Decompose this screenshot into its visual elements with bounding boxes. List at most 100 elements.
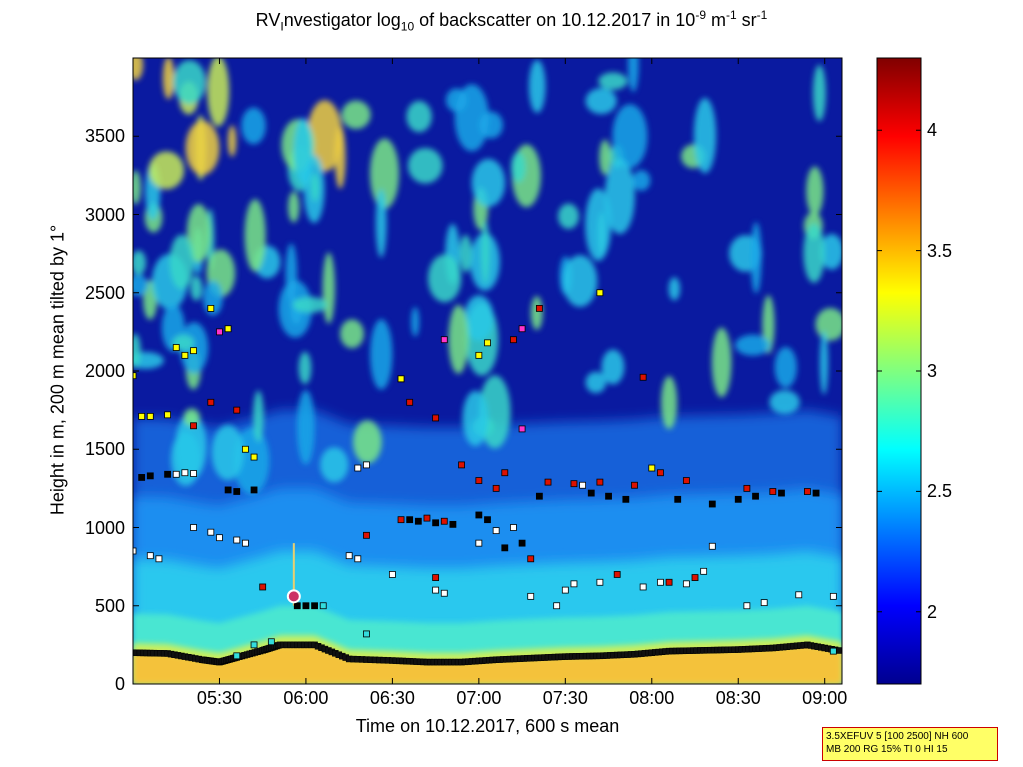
x-tick-label: 07:00 — [456, 688, 502, 708]
layer-marker — [423, 514, 431, 522]
aerosol-patch — [407, 147, 443, 184]
aerosol-patch — [183, 408, 201, 427]
layer-marker — [207, 304, 215, 312]
aerosol-patch — [307, 100, 343, 172]
aerosol-patch — [604, 158, 635, 235]
layer-marker — [181, 469, 189, 477]
aerosol-patch — [598, 72, 628, 90]
layer-marker — [484, 516, 491, 524]
aerosol-patch — [320, 447, 349, 483]
layer-marker — [475, 539, 483, 547]
aerosol-patch — [815, 308, 842, 341]
layer-marker — [233, 652, 241, 660]
y-tick-label: 1000 — [84, 517, 125, 538]
layer-marker — [518, 325, 526, 333]
aerosol-patch — [148, 151, 185, 190]
layer-marker — [492, 527, 500, 535]
aerosol-patch — [253, 390, 264, 442]
layer-marker — [829, 592, 837, 600]
layer-marker — [829, 647, 837, 655]
aerosol-patch — [459, 234, 472, 273]
aerosol-patch — [133, 333, 141, 369]
layer-marker — [501, 544, 509, 552]
layer-marker — [432, 519, 440, 527]
layer-marker — [682, 580, 690, 588]
layer-marker — [440, 336, 448, 344]
layer-marker — [302, 602, 310, 610]
aerosol-patch — [322, 252, 335, 324]
layer-marker — [674, 495, 682, 503]
layer-marker — [190, 347, 197, 355]
x-axis-label: Time on 10.12.2017, 600 s mean — [355, 716, 620, 736]
layer-marker — [250, 453, 258, 461]
layer-marker — [440, 589, 448, 597]
layer-marker — [778, 489, 785, 497]
layer-marker — [354, 555, 362, 563]
layer-marker — [527, 555, 535, 563]
layer-marker — [544, 478, 552, 486]
x-tick-label: 08:00 — [629, 688, 675, 708]
layer-marker — [769, 488, 777, 495]
layer-marker — [224, 486, 232, 494]
aerosol-patch — [481, 221, 490, 285]
colorbar — [876, 57, 922, 685]
info-line-2: MB 200 RG 15% TI 0 HI 15 — [826, 744, 948, 755]
aerosol-patch — [803, 223, 825, 283]
backscatter-heatmap — [133, 58, 842, 684]
aerosol-patches — [133, 58, 842, 495]
aerosol-patch — [133, 274, 149, 296]
layer-marker — [795, 591, 803, 599]
layer-marker — [267, 638, 275, 646]
aerosol-patch — [185, 120, 220, 176]
layer-marker — [596, 578, 604, 586]
aerosol-patch — [133, 58, 144, 81]
aerosol-patch — [190, 275, 203, 301]
layer-marker — [207, 528, 215, 536]
colorbar-tick-label: 2 — [927, 601, 938, 622]
layer-marker — [570, 580, 578, 588]
layer-marker — [363, 461, 370, 469]
layer-marker — [579, 481, 587, 489]
layer-marker — [432, 586, 440, 594]
layer-marker — [319, 602, 327, 610]
aerosol-patch — [340, 319, 364, 349]
aerosol-patch — [244, 199, 266, 272]
info-line-1: 3.5XEFUV 5 [100 2500] NH 600 — [826, 731, 969, 742]
aerosol-patch — [612, 104, 648, 169]
layer-marker — [259, 583, 267, 591]
layer-marker — [518, 425, 526, 433]
layer-marker — [233, 406, 241, 414]
aerosol-patch — [774, 346, 797, 388]
layer-marker — [760, 599, 768, 607]
aerosol-patch — [292, 296, 328, 313]
aerosol-patch — [369, 138, 400, 209]
aerosol-patch — [585, 87, 617, 115]
layer-marker — [146, 412, 154, 420]
layer-marker — [449, 520, 457, 528]
aerosol-patch — [464, 295, 494, 341]
layer-marker — [596, 289, 604, 297]
layer-marker — [492, 484, 500, 492]
aerosol-patch — [601, 349, 625, 385]
aerosol-patch — [735, 334, 771, 356]
aerosol-patch — [370, 319, 393, 390]
y-tick-label: 1500 — [84, 439, 125, 460]
y-tick-label: 500 — [94, 595, 125, 616]
axis-ticks — [133, 58, 842, 685]
layer-marker — [570, 480, 578, 488]
colorbar-tick-label: 4 — [927, 120, 938, 141]
layer-marker — [622, 495, 630, 503]
layer-marker — [484, 339, 491, 347]
aerosol-patch — [133, 352, 164, 369]
layer-marker — [224, 325, 232, 333]
layer-marker — [535, 304, 543, 312]
aerosol-patch — [693, 97, 717, 174]
aerosol-patch — [162, 58, 175, 100]
layer-marker — [216, 534, 223, 542]
layer-marker — [518, 539, 526, 547]
layer-marker — [535, 492, 543, 500]
layer-marker — [596, 478, 604, 486]
aerosol-patch — [820, 233, 842, 270]
aerosol-patch — [750, 222, 762, 294]
plume-source-marker — [286, 589, 301, 604]
